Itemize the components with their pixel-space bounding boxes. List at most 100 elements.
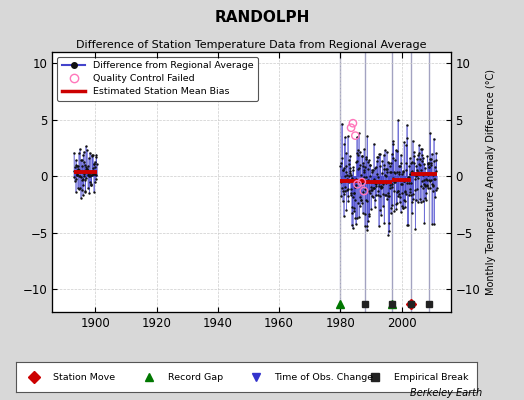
Point	[395, 162, 403, 169]
Point	[88, 172, 96, 178]
Point	[394, 188, 402, 194]
Point	[375, 223, 383, 229]
Point	[427, 185, 435, 191]
Point	[351, 184, 359, 190]
Point	[388, 151, 396, 157]
Point	[361, 211, 369, 217]
Point	[374, 154, 382, 160]
Point	[389, 138, 397, 144]
Point	[78, 192, 86, 198]
Point	[363, 198, 371, 204]
Point	[422, 182, 431, 188]
Point	[81, 188, 89, 194]
Point	[70, 150, 78, 156]
Point	[345, 164, 354, 171]
Point	[373, 158, 381, 164]
Point	[385, 228, 394, 234]
Point	[75, 173, 84, 180]
Point	[427, 176, 435, 183]
Point	[406, 171, 414, 177]
Point	[83, 166, 92, 172]
Point	[74, 166, 83, 172]
Point	[396, 194, 404, 200]
Point	[351, 132, 359, 139]
Point	[428, 188, 436, 194]
Point	[428, 150, 436, 157]
Point	[88, 182, 96, 188]
Point	[387, 169, 396, 175]
Point	[370, 185, 378, 192]
Point	[418, 152, 426, 158]
Point	[354, 152, 362, 158]
Point	[431, 170, 439, 176]
Point	[393, 169, 401, 176]
Point	[417, 167, 425, 174]
Point	[405, 180, 413, 186]
Point	[337, 120, 346, 127]
Point	[424, 160, 432, 167]
Point	[337, 178, 345, 185]
Point	[425, 177, 434, 183]
Point	[423, 172, 432, 178]
Point	[82, 166, 90, 172]
Point	[352, 181, 361, 188]
Point	[81, 189, 90, 196]
Point	[359, 169, 368, 176]
Point	[362, 174, 370, 180]
Point	[415, 150, 423, 157]
Point	[366, 162, 374, 168]
Point	[90, 158, 99, 165]
Point	[89, 152, 97, 158]
Point	[428, 220, 436, 227]
Point	[350, 208, 358, 214]
Point	[362, 154, 370, 161]
Point	[77, 173, 85, 180]
Point	[73, 163, 81, 169]
Point	[375, 180, 384, 186]
Point	[397, 160, 405, 166]
Point	[350, 190, 358, 196]
Point	[91, 179, 99, 186]
Point	[342, 162, 351, 169]
Point	[345, 173, 353, 180]
Point	[358, 162, 367, 169]
Point	[75, 167, 83, 173]
Point	[419, 172, 427, 178]
Point	[347, 124, 355, 131]
Point	[413, 156, 421, 162]
Point	[361, 186, 369, 192]
Point	[373, 154, 381, 160]
Point	[394, 188, 402, 194]
Point	[424, 184, 433, 191]
Point	[71, 188, 80, 195]
Point	[407, 160, 415, 167]
Point	[431, 194, 440, 201]
Point	[91, 164, 99, 170]
Point	[388, 202, 396, 208]
Point	[421, 164, 429, 171]
Point	[77, 194, 85, 201]
Point	[414, 169, 423, 176]
Point	[347, 222, 356, 228]
Point	[92, 154, 100, 160]
Point	[398, 203, 407, 209]
Point	[431, 176, 439, 182]
Point	[400, 204, 409, 210]
Text: Station Move: Station Move	[52, 372, 115, 382]
Point	[400, 178, 408, 184]
Point	[421, 195, 429, 201]
Point	[353, 149, 361, 156]
Point	[378, 190, 387, 197]
Point	[377, 182, 385, 189]
Point	[425, 164, 433, 170]
Point	[70, 164, 79, 170]
Point	[391, 156, 399, 163]
Point	[382, 180, 390, 187]
Point	[432, 185, 441, 191]
Point	[401, 167, 410, 173]
Point	[88, 152, 96, 158]
Point	[380, 172, 389, 178]
Point	[371, 164, 379, 171]
Point	[397, 180, 406, 187]
Point	[348, 210, 356, 216]
